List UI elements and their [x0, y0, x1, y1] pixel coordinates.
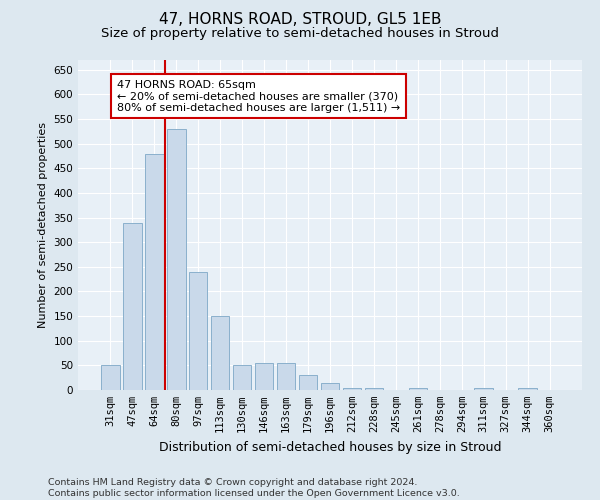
Bar [255, 363, 274, 390]
Bar [475, 388, 493, 390]
Y-axis label: Number of semi-detached properties: Number of semi-detached properties [38, 122, 48, 328]
Bar [123, 222, 142, 390]
Bar [299, 375, 317, 390]
Text: 47, HORNS ROAD, STROUD, GL5 1EB: 47, HORNS ROAD, STROUD, GL5 1EB [159, 12, 441, 28]
Bar [365, 388, 383, 390]
Text: Size of property relative to semi-detached houses in Stroud: Size of property relative to semi-detach… [101, 28, 499, 40]
Bar [277, 363, 295, 390]
X-axis label: Distribution of semi-detached houses by size in Stroud: Distribution of semi-detached houses by … [159, 440, 501, 454]
Bar [145, 154, 164, 390]
Bar [409, 388, 427, 390]
Bar [189, 272, 208, 390]
Bar [167, 129, 185, 390]
Bar [101, 366, 119, 390]
Bar [518, 388, 537, 390]
Text: 47 HORNS ROAD: 65sqm
← 20% of semi-detached houses are smaller (370)
80% of semi: 47 HORNS ROAD: 65sqm ← 20% of semi-detac… [117, 80, 400, 113]
Bar [320, 382, 340, 390]
Bar [343, 388, 361, 390]
Bar [211, 316, 229, 390]
Bar [233, 366, 251, 390]
Text: Contains HM Land Registry data © Crown copyright and database right 2024.
Contai: Contains HM Land Registry data © Crown c… [48, 478, 460, 498]
